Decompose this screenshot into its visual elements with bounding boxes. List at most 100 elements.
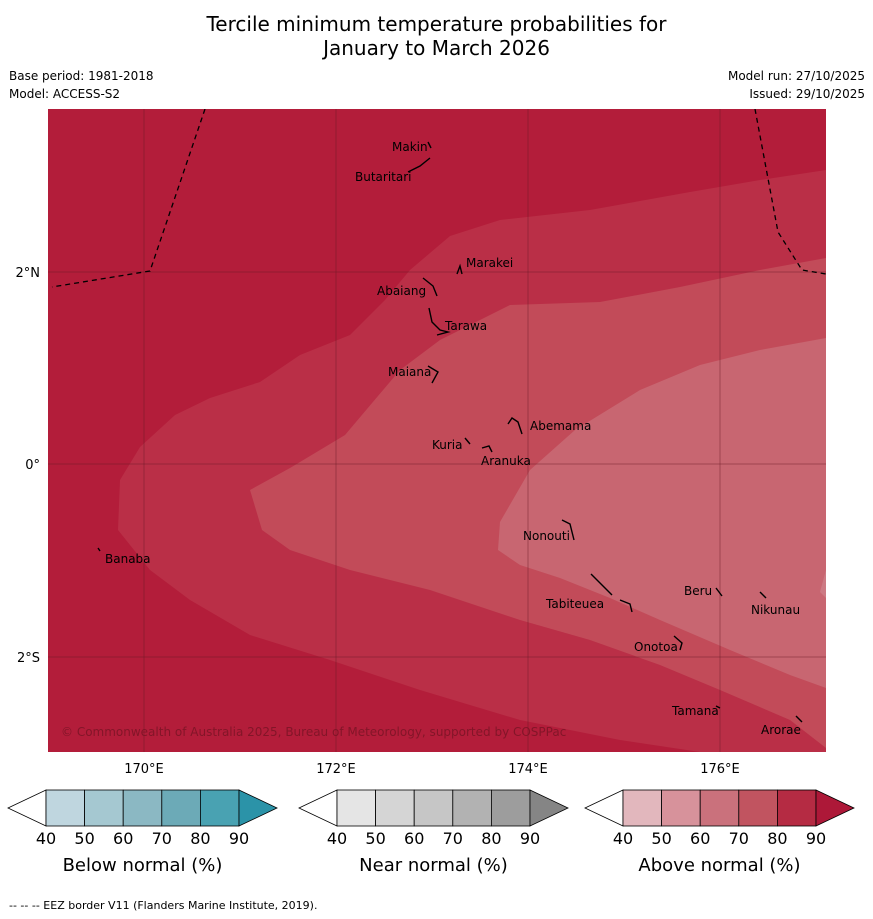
near-normal-tick-label: 40	[327, 829, 347, 848]
lon-label-170e: 170°E	[124, 762, 164, 777]
above-normal-tick-label: 70	[729, 829, 749, 848]
base-period: Base period: 1981-2018	[9, 69, 154, 83]
copyright-text: © Commonwealth of Australia 2025, Bureau…	[61, 725, 566, 739]
below-normal-label: Below normal (%)	[63, 855, 223, 876]
below-normal-tick-label: 80	[190, 829, 210, 848]
label-abaiang: Abaiang	[377, 284, 426, 298]
above-normal-label: Above normal (%)	[638, 855, 800, 876]
below-normal-tick-label: 70	[152, 829, 172, 848]
near-normal-label: Near normal (%)	[359, 855, 508, 876]
label-marakei: Marakei	[466, 256, 513, 270]
chart-title: Tercile minimum temperature probabilitie…	[0, 12, 873, 60]
above-normal-tick-label: 50	[651, 829, 671, 848]
island-makin	[427, 141, 432, 149]
label-tabiteuea: Tabiteuea	[545, 597, 604, 611]
band-above-50-edge	[820, 570, 826, 598]
below-normal-tick-label: 90	[229, 829, 249, 848]
below-normal-segment	[84, 789, 124, 827]
lon-label-176e: 176°E	[700, 762, 740, 777]
island-kuria	[464, 437, 471, 445]
label-butaritari: Butaritari	[355, 170, 412, 184]
near-normal-tick-label: 70	[443, 829, 463, 848]
lat-label-0: 0°	[25, 458, 40, 473]
band-above-60	[498, 338, 826, 688]
below-normal-segment	[161, 789, 201, 827]
model-name: Model: ACCESS-S2	[9, 87, 121, 101]
near-normal-segment	[413, 789, 454, 827]
island-arorae	[795, 715, 803, 723]
island-tabiteuea-south	[619, 599, 633, 613]
label-kuria: Kuria	[432, 438, 463, 452]
island-aranuka	[481, 445, 493, 453]
lat-label-2s: 2°S	[17, 651, 40, 666]
label-arorae: Arorae	[761, 723, 801, 737]
below-normal-tick-label: 40	[36, 829, 56, 848]
island-abaiang	[422, 277, 438, 297]
lat-label-2n: 2°N	[16, 266, 41, 281]
island-abemama	[507, 417, 523, 435]
island-marakei	[456, 263, 463, 275]
model-run: Model run: 27/10/2025	[727, 69, 865, 83]
island-tarawa	[428, 307, 451, 336]
place-labels: Makin Butaritari Marakei Abaiang Tarawa …	[105, 140, 801, 737]
label-tamana: Tamana	[671, 704, 719, 718]
near-normal-over-extension	[529, 789, 569, 827]
near-normal-colorbar: 40 50 60 70 80 90 Near normal (%)	[298, 789, 569, 876]
lon-label-174e: 174°E	[508, 762, 548, 777]
title-line-1: Tercile minimum temperature probabilitie…	[206, 12, 667, 36]
island-outlines	[97, 141, 803, 723]
above-normal-tick-label: 40	[613, 829, 633, 848]
label-nikunau: Nikunau	[751, 603, 800, 617]
island-nikunau	[759, 591, 767, 599]
map-panel: Makin Butaritari Marakei Abaiang Tarawa …	[48, 109, 826, 752]
above-normal-segment	[661, 789, 701, 827]
above-normal-tick-label: 80	[767, 829, 787, 848]
below-normal-tick-label: 60	[113, 829, 133, 848]
label-abemama: Abemama	[530, 419, 591, 433]
near-normal-tick-label: 50	[365, 829, 385, 848]
above-normal-segment	[622, 789, 662, 827]
label-maiana: Maiana	[388, 365, 431, 379]
island-banaba	[97, 547, 101, 552]
above-normal-tick-label: 90	[806, 829, 826, 848]
label-banaba: Banaba	[105, 552, 151, 566]
below-normal-over-extension	[238, 789, 278, 827]
below-normal-colorbar: 40 50 60 70 80 90 Below normal (%)	[7, 789, 278, 876]
lon-label-172e: 172°E	[316, 762, 356, 777]
island-maiana	[427, 365, 439, 384]
colorbars: 40 50 60 70 80 90 Below normal (%) 40 50 60 70 80 90…	[7, 789, 855, 876]
above-normal-tick-label: 60	[690, 829, 710, 848]
below-normal-under-extension	[7, 789, 47, 827]
near-normal-segment	[336, 789, 376, 827]
label-tarawa: Tarawa	[444, 319, 487, 333]
island-nonouti	[561, 519, 575, 541]
above-normal-segment	[699, 789, 740, 827]
issued-date: Issued: 29/10/2025	[749, 87, 865, 101]
below-normal-segment	[122, 789, 163, 827]
below-normal-segment	[45, 789, 85, 827]
island-beru	[715, 587, 723, 597]
near-normal-tick-label: 60	[404, 829, 424, 848]
near-normal-under-extension	[298, 789, 338, 827]
title-line-2: January to March 2026	[323, 36, 550, 60]
near-normal-tick-label: 90	[520, 829, 540, 848]
near-normal-tick-label: 80	[481, 829, 501, 848]
below-normal-segment	[199, 789, 240, 827]
label-aranuka: Aranuka	[481, 454, 531, 468]
label-nonouti: Nonouti	[523, 529, 570, 543]
eez-footnote: -- -- -- EEZ border V11 (Flanders Marine…	[9, 899, 318, 912]
graticule	[48, 109, 826, 752]
below-normal-tick-label: 50	[74, 829, 94, 848]
above-normal-segment	[738, 789, 778, 827]
label-beru: Beru	[684, 584, 712, 598]
longitude-labels: 170°E 172°E 174°E 176°E	[124, 762, 740, 777]
near-normal-segment	[490, 789, 531, 827]
above-normal-segment	[777, 789, 817, 827]
near-normal-segment	[375, 789, 415, 827]
label-makin: Makin	[392, 140, 428, 154]
meta-right: Model run: 27/10/2025 Issued: 29/10/2025	[728, 67, 865, 103]
eez-border	[51, 109, 826, 288]
island-butaritari	[407, 157, 431, 173]
above-normal-under-extension	[584, 789, 624, 827]
